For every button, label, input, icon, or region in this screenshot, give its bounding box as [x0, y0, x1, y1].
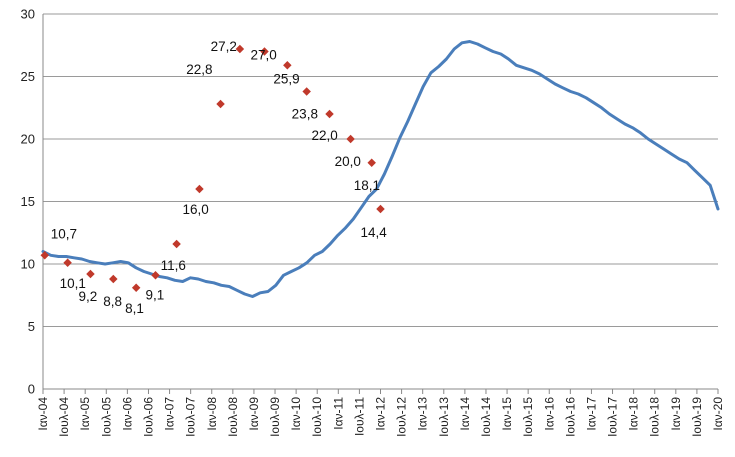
x-tick-label-13: Ιουλ-10 [310, 397, 324, 437]
data-label-16: 14,4 [361, 225, 388, 240]
x-tick-label-9: Ιουλ-08 [226, 397, 240, 437]
data-marker-10 [260, 47, 269, 56]
x-tick-label-7: Ιουλ-07 [184, 397, 198, 437]
data-labels: 10,7 10,19,2 8,8 8,19,1 11,6 16,0 22,8 27,2 27,0… [51, 39, 388, 316]
data-marker-15 [367, 158, 376, 167]
y-tick-label-5: 5 [28, 319, 35, 334]
x-tick-label-25: Ιουλ-16 [563, 397, 577, 437]
x-tick-label-1: Ιουλ-04 [57, 397, 71, 437]
data-marker-7 [195, 184, 204, 194]
data-label-11: 25,9 [273, 71, 299, 86]
x-tick-label-16: Ιαν-12 [374, 397, 388, 431]
x-tick-label-24: Ιαν-16 [542, 397, 556, 431]
data-label-14: 20,0 [335, 154, 361, 169]
data-marker-5 [151, 271, 160, 280]
series-line-path [41, 40, 720, 298]
x-tick-label-21: Ιουλ-14 [479, 397, 493, 437]
x-tick-label-22: Ιαν-15 [500, 397, 514, 431]
y-tick-label-10: 10 [21, 257, 35, 272]
y-tick-label-0: 0 [28, 382, 35, 397]
x-tick-label-23: Ιουλ-15 [521, 397, 535, 437]
data-label-15: 18,1 [354, 178, 380, 193]
x-tick-label-32: Ιαν-20 [711, 397, 725, 431]
data-label-3: 8,8 [103, 294, 122, 309]
data-marker-14 [346, 134, 355, 144]
x-tick-label-14: Ιαν-11 [331, 397, 345, 430]
y-tick-label-20: 20 [21, 132, 35, 147]
x-tick-label-10: Ιαν-09 [247, 397, 261, 431]
x-tick-label-0: Ιαν-04 [36, 397, 50, 431]
data-marker-0 [40, 251, 49, 260]
data-label-2: 9,2 [78, 289, 97, 304]
y-tick-label-25: 25 [21, 69, 35, 84]
data-marker-16 [376, 204, 385, 214]
data-label-1: 10,1 [60, 276, 86, 291]
gridlines [43, 13, 718, 327]
data-label-7: 16,0 [182, 202, 208, 217]
x-tick-label-4: Ιαν-06 [120, 397, 134, 431]
x-tick-label-11: Ιουλ-09 [268, 397, 282, 437]
data-markers [40, 44, 385, 292]
x-tick-label-17: Ιουλ-12 [395, 397, 409, 437]
x-tick-label-5: Ιουλ-06 [141, 397, 155, 437]
x-tick-label-28: Ιαν-18 [627, 397, 641, 431]
x-tick-label-15: Ιουλ-11 [352, 397, 366, 436]
data-label-4: 8,1 [125, 301, 144, 316]
axes [42, 14, 719, 394]
x-tick-label-26: Ιαν-17 [584, 397, 598, 431]
x-tick-label-18: Ιαν-13 [416, 397, 430, 431]
x-tick-label-19: Ιουλ-13 [437, 397, 451, 437]
data-marker-13 [325, 109, 334, 119]
x-tick-label-27: Ιουλ-17 [606, 397, 620, 437]
x-tick-label-8: Ιαν-08 [205, 397, 219, 431]
data-label-10: 27,0 [250, 48, 276, 63]
data-label-5: 9,1 [145, 287, 164, 302]
data-label-9: 27,2 [211, 39, 237, 54]
data-marker-4 [131, 283, 141, 292]
data-label-6: 11,6 [161, 258, 186, 273]
x-tick-label-2: Ιαν-05 [78, 397, 92, 431]
x-axis-tick-labels: Ιαν-04 Ιουλ-04 Ιαν-05 Ιουλ-05 Ιαν-06 Ιουλ-06 Ι… [36, 397, 725, 437]
data-label-13: 22,0 [312, 128, 338, 143]
x-tick-label-6: Ιαν-07 [163, 397, 177, 431]
x-tick-label-12: Ιαν-10 [289, 397, 303, 431]
x-tick-label-29: Ιουλ-18 [648, 397, 662, 437]
data-marker-12 [302, 87, 311, 96]
data-marker-6 [172, 239, 181, 249]
series-line [41, 40, 720, 298]
x-tick-label-20: Ιαν-14 [458, 397, 472, 431]
y-tick-label-30: 30 [21, 7, 35, 22]
data-marker-1 [63, 258, 72, 267]
data-marker-3 [109, 274, 118, 284]
x-tick-label-31: Ιουλ-19 [690, 397, 704, 437]
data-marker-2 [86, 269, 95, 279]
y-axis-tick-labels: 0 5 10 15 20 25 30 [21, 7, 35, 397]
data-label-0: 10,7 [51, 226, 77, 241]
x-tick-label-3: Ιουλ-05 [99, 397, 113, 437]
data-label-12: 23,8 [292, 107, 318, 122]
data-marker-11 [283, 61, 292, 70]
data-label-8: 22,8 [186, 62, 212, 77]
data-marker-8 [216, 99, 225, 109]
y-tick-label-15: 15 [21, 194, 35, 209]
x-tick-label-30: Ιαν-19 [669, 397, 683, 431]
data-marker-9 [235, 44, 245, 54]
